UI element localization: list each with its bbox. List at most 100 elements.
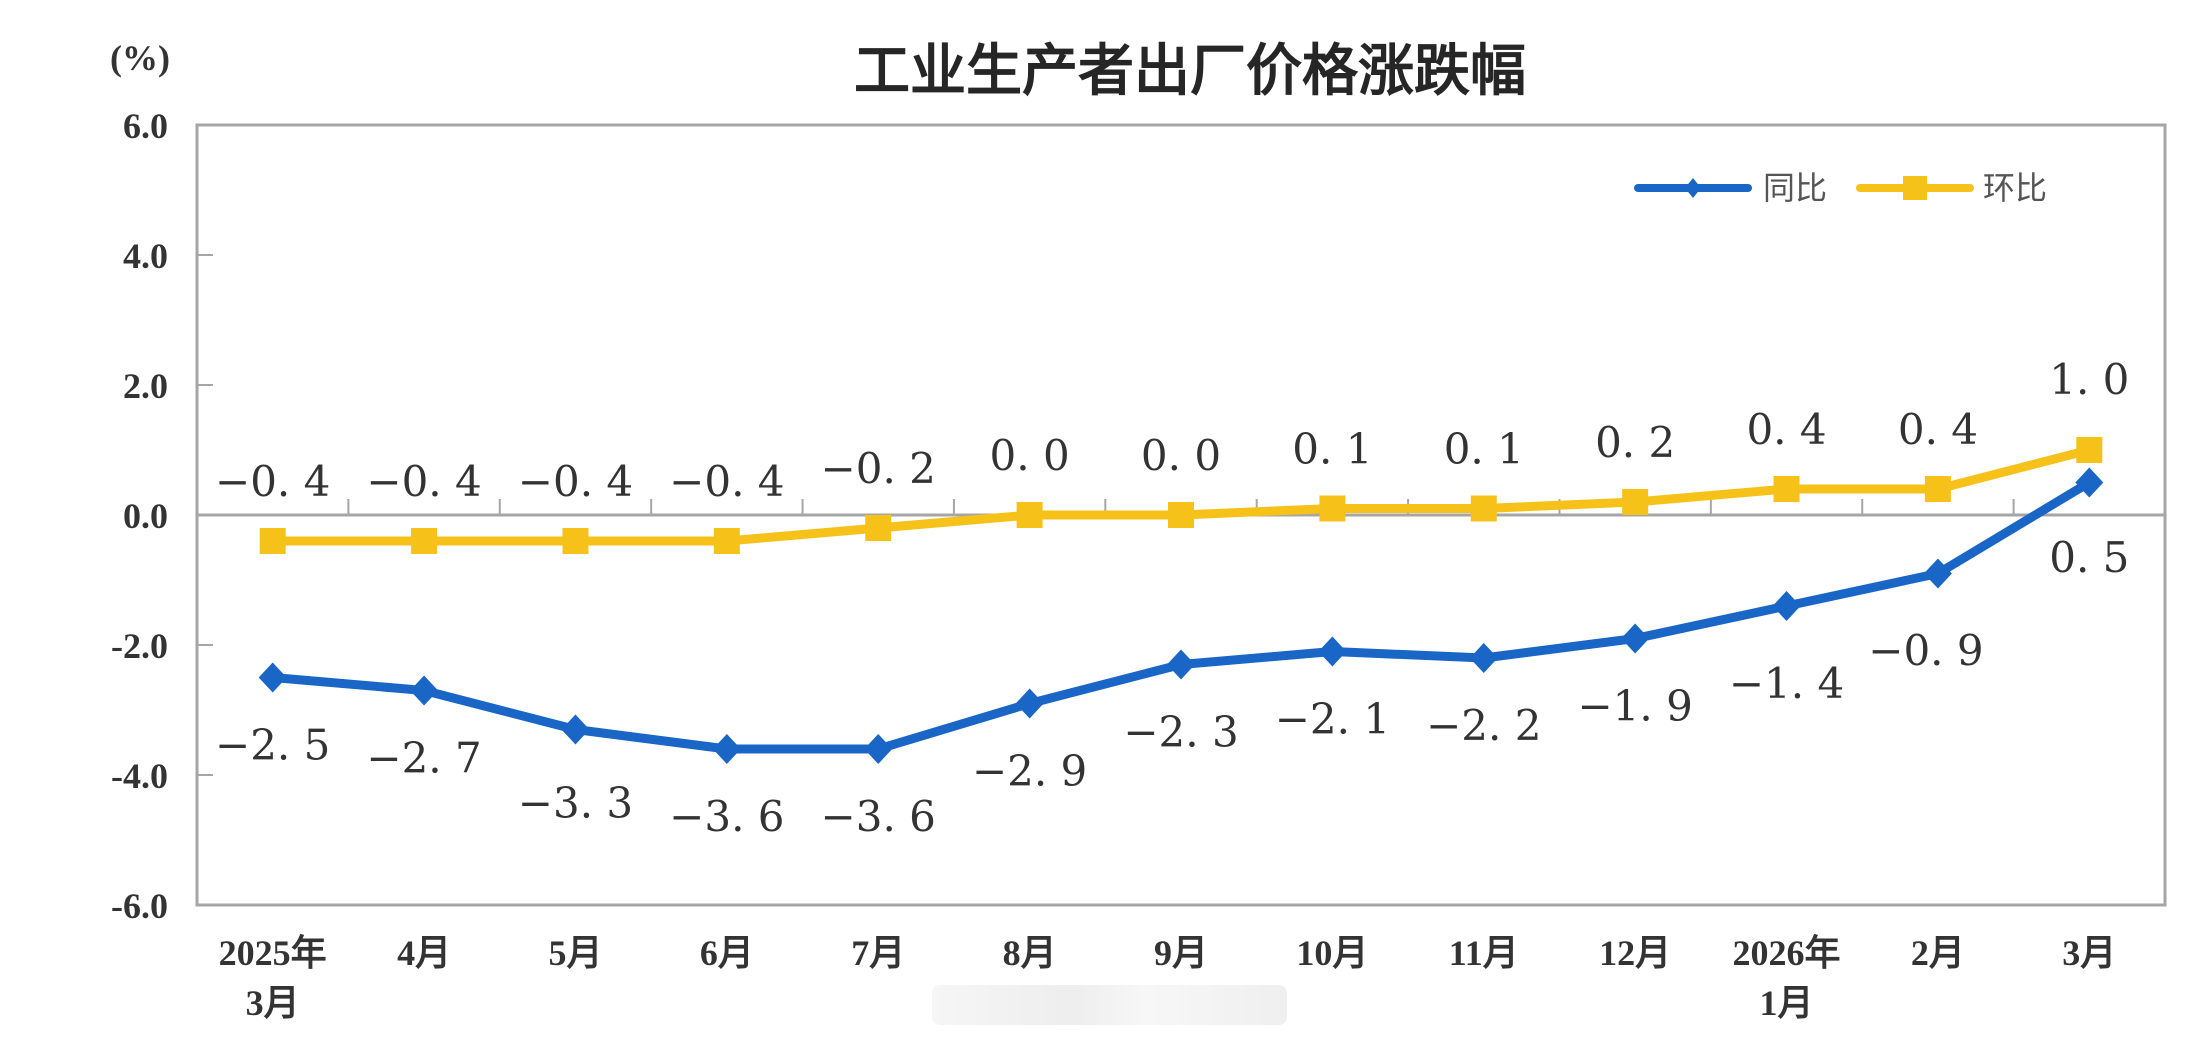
svg-text:5月: 5月 (548, 933, 602, 973)
y-tick-label: -2.0 (111, 626, 168, 666)
svg-text:同比: 同比 (1763, 169, 1827, 207)
diamond-marker (561, 714, 590, 745)
yoy-data-label: 0. 5 (2049, 533, 2129, 582)
y-tick-label: 2.0 (123, 366, 168, 406)
x-tick-label: 12月 (1599, 933, 1671, 973)
diamond-marker (1621, 623, 1650, 654)
x-tick-label: 9月 (1154, 933, 1208, 973)
diamond-marker (258, 662, 287, 693)
yoy-data-label: −1. 9 (1577, 682, 1692, 731)
square-marker (1622, 489, 1649, 515)
svg-text:2025年: 2025年 (219, 933, 327, 973)
diamond-marker (410, 675, 439, 706)
diamond-marker (1318, 636, 1347, 667)
diamond-marker (1167, 649, 1195, 680)
x-tick-label: 10月 (1296, 933, 1368, 973)
y-tick-label: 4.0 (123, 236, 168, 276)
y-tick-label: 6.0 (123, 106, 168, 146)
svg-text:2月: 2月 (1911, 933, 1965, 973)
yoy-data-label: −1. 4 (1729, 659, 1844, 708)
diamond-marker (1015, 688, 1044, 719)
x-tick-label: 2026年 1月 (1733, 933, 1841, 1023)
yoy-data-label: −3. 3 (518, 779, 633, 828)
x-tick-label: 2025年 3月 (219, 933, 327, 1023)
legend-item-mom: 环比 (1856, 169, 2047, 207)
square-marker (411, 528, 438, 554)
mom-data-label: −0. 4 (518, 457, 633, 506)
svg-text:9月: 9月 (1154, 933, 1208, 973)
legend-item-yoy: 同比 (1634, 169, 1827, 207)
x-tick-label: 8月 (1003, 933, 1057, 973)
y-tick-label: 0.0 (123, 496, 168, 536)
mom-data-label: 0. 0 (990, 431, 1070, 480)
x-tick-label: 6月 (700, 933, 754, 973)
square-marker (259, 528, 286, 554)
x-tick-label: 3月 (2062, 933, 2116, 973)
mom-data-label: −0. 4 (215, 457, 330, 506)
mom-data-label: 0. 0 (1141, 431, 1221, 480)
series-yoy (258, 467, 2104, 764)
square-marker (865, 515, 892, 541)
mom-data-label: −0. 4 (366, 457, 481, 506)
mom-data-label: −0. 2 (821, 444, 936, 493)
mom-data-label: 1. 0 (2049, 355, 2129, 404)
watermark (932, 985, 1287, 1025)
square-marker (1470, 495, 1497, 522)
mom-data-label: 0. 1 (1444, 425, 1524, 474)
svg-text:4月: 4月 (397, 933, 451, 973)
svg-text:3月: 3月 (246, 983, 300, 1023)
chart-title: 工业生产者出厂价格涨跌幅 (854, 39, 1526, 104)
svg-text:10月: 10月 (1296, 933, 1368, 973)
diamond-marker (1923, 558, 1952, 589)
yoy-data-label: −2. 9 (972, 747, 1087, 796)
svg-text:7月: 7月 (851, 933, 905, 973)
x-tick-label: 11月 (1449, 933, 1519, 973)
y-tick-label: -4.0 (111, 756, 168, 796)
svg-text:6月: 6月 (700, 933, 754, 973)
square-marker (713, 528, 740, 554)
mom-data-label: 0. 1 (1292, 425, 1372, 474)
yoy-data-label: −2. 3 (1123, 708, 1238, 757)
mom-data-label: 0. 2 (1595, 418, 1675, 467)
svg-text:环比: 环比 (1983, 169, 2047, 207)
svg-text:11月: 11月 (1449, 933, 1519, 973)
diamond-legend-icon (1685, 178, 1701, 198)
x-tick-label: 2月 (1911, 933, 1965, 973)
y-tick-label: -6.0 (111, 886, 168, 926)
square-marker (1924, 476, 1951, 502)
legend: 同比 环比 (1634, 169, 2047, 207)
diamond-marker (1469, 643, 1498, 673)
square-marker (562, 528, 589, 554)
series-mom (259, 437, 2103, 554)
yoy-data-label: −2. 2 (1426, 701, 1541, 750)
yoy-data-label: −3. 6 (821, 792, 936, 841)
mom-data-label: −0. 4 (669, 457, 784, 506)
yoy-data-label: −2. 1 (1275, 695, 1390, 744)
y-axis-unit: (%) (110, 38, 170, 78)
yoy-data-label: −0. 9 (1868, 626, 1983, 675)
square-marker (2076, 437, 2103, 463)
yoy-data-label: −2. 5 (215, 721, 330, 770)
svg-text:3月: 3月 (2062, 933, 2116, 973)
yoy-data-label: −2. 7 (366, 734, 481, 783)
diamond-marker (2075, 467, 2104, 498)
svg-text:1月: 1月 (1760, 983, 1814, 1023)
diamond-marker (1772, 591, 1801, 621)
square-marker (1773, 476, 1800, 502)
mom-data-label: 0. 4 (1746, 405, 1826, 454)
mom-data-label: 0. 4 (1898, 405, 1978, 454)
x-tick-label: 4月 (397, 933, 451, 973)
square-marker (1016, 502, 1043, 528)
yoy-data-label: −3. 6 (669, 792, 784, 841)
diamond-marker (864, 734, 893, 764)
svg-text:2026年: 2026年 (1733, 933, 1841, 973)
square-marker (1319, 495, 1346, 522)
svg-text:8月: 8月 (1003, 933, 1057, 973)
x-tick-label: 5月 (548, 933, 602, 973)
square-marker (1168, 502, 1194, 528)
svg-text:12月: 12月 (1599, 933, 1671, 973)
diamond-marker (712, 734, 741, 764)
x-tick-label: 7月 (851, 933, 905, 973)
square-legend-icon (1903, 176, 1927, 200)
